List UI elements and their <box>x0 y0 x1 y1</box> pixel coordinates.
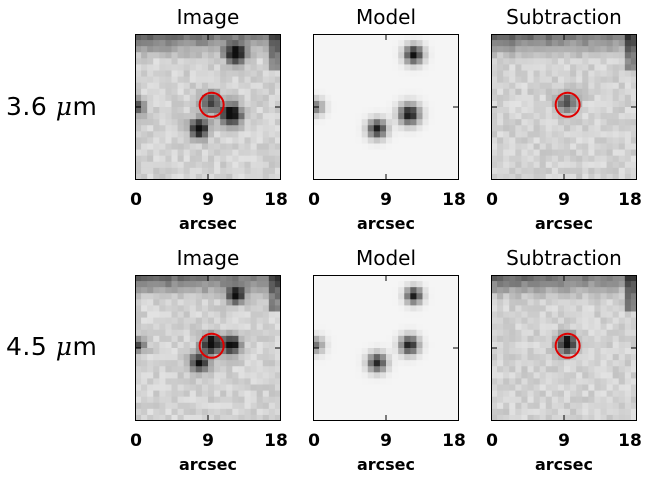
panel-image <box>135 34 281 180</box>
x-tick-label: 18 <box>264 190 288 210</box>
x-tick-label: 9 <box>558 431 570 451</box>
x-tick-label: 9 <box>202 190 214 210</box>
target-circle <box>554 91 581 118</box>
panel-title-subtraction: Subtraction <box>506 246 622 270</box>
subtraction-panel-4-5um <box>491 275 637 421</box>
model-panel-3-6um <box>313 34 459 180</box>
x-axis-label: arcsec <box>178 455 238 474</box>
x-axis-label: arcsec <box>356 455 416 474</box>
target-circle <box>554 332 581 359</box>
row-label-mu: μ <box>55 332 73 361</box>
x-tick-label: 9 <box>380 190 392 210</box>
image-panel-4-5um <box>135 275 281 421</box>
row-label-unit: m <box>72 92 98 121</box>
image-panel-3-6um <box>135 34 281 180</box>
row-label-mu: μ <box>55 92 73 121</box>
x-tick-label: 0 <box>130 431 142 451</box>
panel-title-model: Model <box>355 5 417 29</box>
row-label-4-5um: 4.5 μm <box>6 332 97 361</box>
x-tick-label: 0 <box>486 190 498 210</box>
x-tick-label: 18 <box>618 431 642 451</box>
model-panel-4-5um <box>313 275 459 421</box>
panel-title-model: Model <box>355 246 417 270</box>
panel-image <box>135 275 281 421</box>
row-label-value: 4.5 <box>6 332 48 361</box>
row-label-value: 3.6 <box>6 92 48 121</box>
panel-image <box>491 34 637 180</box>
target-circle <box>198 91 225 118</box>
target-circle <box>198 332 225 359</box>
panel-title-subtraction: Subtraction <box>506 5 622 29</box>
x-tick-label: 18 <box>618 190 642 210</box>
panel-image <box>313 275 459 421</box>
row-label-unit: m <box>72 332 98 361</box>
x-tick-label: 9 <box>202 431 214 451</box>
subtraction-panel-3-6um <box>491 34 637 180</box>
x-tick-label: 9 <box>558 190 570 210</box>
x-tick-label: 9 <box>380 431 392 451</box>
panel-image <box>491 275 637 421</box>
x-tick-label: 0 <box>308 431 320 451</box>
x-axis-label: arcsec <box>534 455 594 474</box>
panel-image <box>313 34 459 180</box>
x-tick-label: 0 <box>308 190 320 210</box>
x-axis-label: arcsec <box>356 214 416 233</box>
row-label-3-6um: 3.6 μm <box>6 92 97 121</box>
x-axis-label: arcsec <box>178 214 238 233</box>
x-tick-label: 18 <box>264 431 288 451</box>
x-tick-label: 18 <box>442 190 466 210</box>
x-tick-label: 0 <box>130 190 142 210</box>
x-axis-label: arcsec <box>534 214 594 233</box>
panel-title-image: Image <box>176 5 240 29</box>
panel-title-image: Image <box>176 246 240 270</box>
x-tick-label: 18 <box>442 431 466 451</box>
x-tick-label: 0 <box>486 431 498 451</box>
